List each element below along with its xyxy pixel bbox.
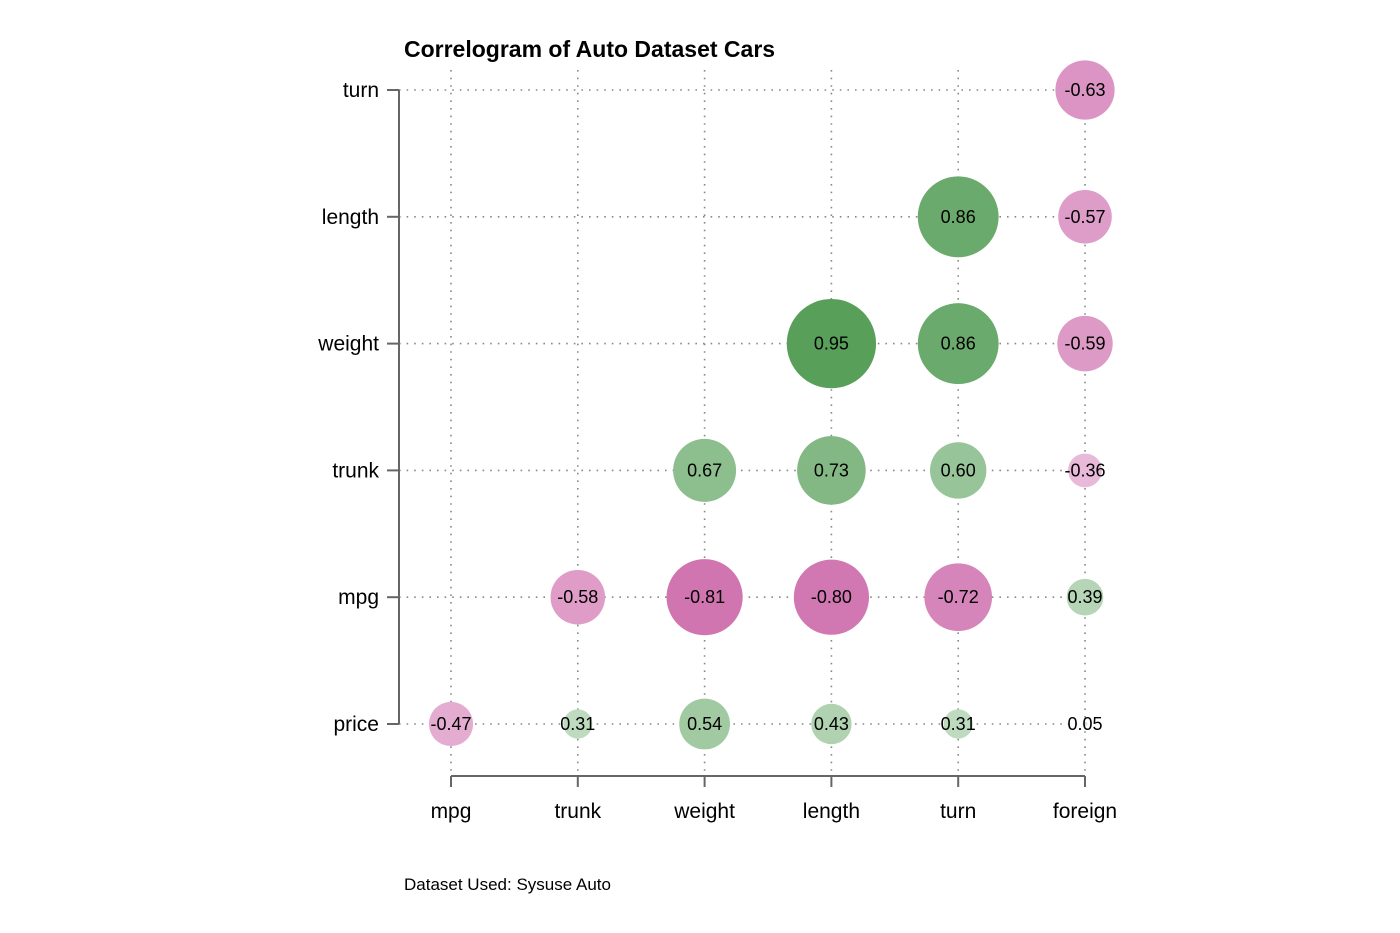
grid-lines	[399, 70, 1086, 776]
bubble-length-turn	[917, 176, 999, 258]
bubble-mpg-weight	[666, 559, 743, 636]
value-label-trunk-weight: 0.67	[687, 460, 722, 480]
value-label-price-turn: 0.31	[941, 714, 976, 734]
value-labels: -0.47 0.31 0.54 0.43 0.31 0.05 -0.58 -0.81 -0.80…	[430, 80, 1105, 734]
value-label-weight-length: 0.95	[814, 334, 849, 354]
value-label-turn-foreign: -0.63	[1064, 80, 1105, 100]
value-label-mpg-turn: -0.72	[938, 587, 979, 607]
value-label-price-length: 0.43	[814, 714, 849, 734]
value-label-trunk-turn: 0.60	[941, 460, 976, 480]
x-tick-label-foreign: foreign	[1053, 800, 1117, 823]
value-label-trunk-length: 0.73	[814, 460, 849, 480]
chart-note: Dataset Used: Sysuse Auto	[404, 875, 611, 894]
y-tick-label-weight: weight	[317, 333, 379, 356]
bubbles	[428, 60, 1115, 750]
value-label-mpg-weight: -0.81	[684, 587, 725, 607]
value-label-length-turn: 0.86	[941, 207, 976, 227]
bubble-weight-foreign	[1057, 315, 1113, 372]
y-tick-label-length: length	[322, 206, 379, 229]
bubble-mpg-foreign	[1066, 578, 1104, 616]
bubble-trunk-foreign	[1068, 453, 1102, 488]
bubble-price-foreign	[1082, 721, 1088, 727]
bubble-price-trunk	[563, 709, 593, 739]
value-label-price-weight: 0.54	[687, 714, 722, 734]
axes: price mpg trunk weight length turn mpg trunk wei…	[317, 79, 1117, 823]
bubble-mpg-turn	[924, 563, 993, 632]
value-label-mpg-length: -0.80	[811, 587, 852, 607]
bubble-price-turn	[943, 709, 973, 739]
y-tick-label-trunk: trunk	[332, 459, 379, 482]
x-tick-label-mpg: mpg	[431, 800, 472, 823]
bubble-trunk-turn	[930, 442, 987, 499]
bubble-mpg-length	[793, 559, 870, 635]
x-tick-label-turn: turn	[940, 800, 976, 823]
value-label-weight-turn: 0.86	[941, 334, 976, 354]
bubble-length-foreign	[1058, 190, 1112, 244]
y-tick-label-price: price	[333, 713, 379, 736]
value-label-weight-foreign: -0.59	[1064, 334, 1105, 354]
bubble-price-weight	[679, 698, 730, 750]
bubble-price-mpg	[428, 701, 474, 747]
x-tick-label-trunk: trunk	[554, 800, 601, 823]
x-tick-label-length: length	[803, 800, 860, 823]
bubble-trunk-weight	[673, 438, 737, 502]
value-label-length-foreign: -0.57	[1064, 207, 1105, 227]
y-tick-label-mpg: mpg	[338, 586, 379, 609]
bubble-trunk-length	[797, 436, 866, 505]
x-tick-label-weight: weight	[673, 800, 735, 823]
value-label-price-trunk: 0.31	[560, 714, 595, 734]
bubble-weight-turn	[917, 303, 999, 385]
bubble-mpg-trunk	[550, 569, 606, 625]
value-label-trunk-foreign: -0.36	[1064, 460, 1105, 480]
y-tick-label-turn: turn	[343, 79, 379, 102]
value-label-mpg-trunk: -0.58	[557, 587, 598, 607]
value-label-price-mpg: -0.47	[430, 714, 471, 734]
value-label-price-foreign: 0.05	[1067, 714, 1102, 734]
bubble-price-length	[811, 703, 852, 745]
bubble-turn-foreign	[1055, 60, 1115, 120]
chart-title: Correlogram of Auto Dataset Cars	[404, 36, 776, 62]
value-label-mpg-foreign: 0.39	[1067, 587, 1102, 607]
bubble-weight-length	[786, 298, 877, 389]
